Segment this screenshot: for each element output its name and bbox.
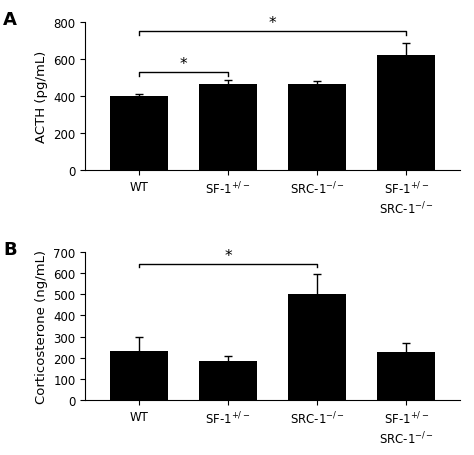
Bar	[110, 351, 168, 400]
Bar	[110, 97, 168, 171]
Bar	[199, 85, 257, 171]
Bar	[288, 295, 346, 400]
Text: B: B	[3, 240, 17, 258]
Text: A: A	[3, 11, 17, 29]
Y-axis label: ACTH (pg/mL): ACTH (pg/mL)	[35, 51, 48, 143]
Y-axis label: Corticosterone (ng/mL): Corticosterone (ng/mL)	[35, 249, 48, 403]
Bar	[377, 56, 435, 171]
Text: *: *	[180, 57, 187, 72]
Text: *: *	[269, 16, 276, 31]
Bar	[288, 85, 346, 171]
Bar	[199, 362, 257, 400]
Text: *: *	[224, 248, 232, 263]
Bar	[377, 352, 435, 400]
